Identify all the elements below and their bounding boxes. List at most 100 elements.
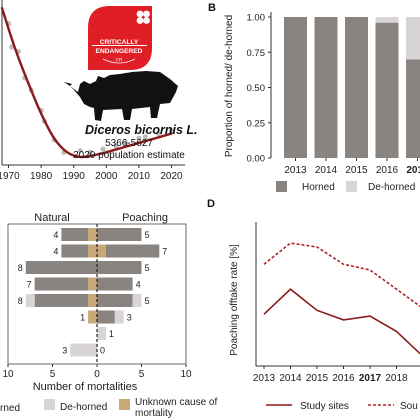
panel-c-natural-dehorned-bar xyxy=(70,343,97,357)
panel-a: 1970 1980 1990 2000 2010 2020 CRITICALLY ENDA… xyxy=(0,0,198,182)
panel-c-natural-horned-bar xyxy=(61,244,89,258)
panel-c-poaching-count: 3 xyxy=(127,313,132,323)
iucn-logo-icon xyxy=(136,10,150,24)
panel-c-natural-horned-bar xyxy=(25,261,97,274)
panel-c-poaching-count: 1 xyxy=(109,329,114,339)
panel-c-legend: rned De-horned Unknown cause of mortalit… xyxy=(0,397,220,419)
population-estimate-label: 2020 population estimate xyxy=(73,150,185,161)
panel-b-y-tick-label: 0.50 xyxy=(247,83,266,94)
legend-unknown-label-c: Unknown cause of mortality xyxy=(135,397,220,419)
legend-unknown-line-2: mortality xyxy=(135,408,173,419)
panel-b-x-tick-label: 2013 xyxy=(284,165,307,176)
badge-red-shape xyxy=(88,6,152,70)
panel-d-y-axis-title: Poaching offtake rate [%] xyxy=(229,244,240,356)
panel-c-natural-count: 8 xyxy=(18,296,23,306)
critically-endangered-badge: CRITICALLY ENDANGERED CR xyxy=(88,6,152,70)
panel-b-y-ticks: 0.00 0.25 0.50 0.75 1.00 xyxy=(247,13,271,165)
panel-c-natural-unknown-bar xyxy=(88,228,97,241)
black-rhino-silhouette-icon xyxy=(70,71,178,121)
panel-c-x-tick-label: 5 xyxy=(50,369,56,380)
legend-dehorned-swatch-c xyxy=(44,399,55,410)
panel-a-data-point xyxy=(136,135,142,141)
panel-c-poaching-dehorned-bar xyxy=(114,310,124,324)
panel-b-x-tick-label: 2016 xyxy=(376,165,399,176)
panel-c-poaching-horned-bar xyxy=(97,294,133,307)
population-range: 5366-5627 xyxy=(105,138,153,149)
panel-c-poaching-dehorned-bar xyxy=(132,294,142,307)
panel-a-x-tick-label: 1970 xyxy=(0,171,20,182)
legend-sou-label: Sou xyxy=(400,401,418,412)
badge-text-endangered: ENDANGERED xyxy=(96,48,143,55)
panel-a-data-point xyxy=(100,146,106,152)
panel-a-data-point xyxy=(77,148,83,154)
panel-a-data-point xyxy=(155,131,162,137)
panel-b-x-tick-label: 2015 xyxy=(345,165,368,176)
natural-side-label: Natural xyxy=(34,212,69,224)
panel-a-data-point xyxy=(142,134,149,140)
panel-d-x-tick-label: 2017 xyxy=(359,373,382,384)
panel-d-x-tick-label: 2013 xyxy=(253,373,276,384)
panel-b: B Proportion of horned/ de-horned 0.000.… xyxy=(208,2,420,193)
panel-c-x-tick-label: 0 xyxy=(94,369,100,380)
legend-horned-label-c: rned xyxy=(0,403,20,414)
panel-c: Natural Poaching 4 54 78 57 48 51 313 0 10 5 0 5 10… xyxy=(0,212,220,419)
panel-b-y-axis-title: Proportion of horned/ de-horned xyxy=(224,15,235,157)
badge-arc xyxy=(102,58,136,64)
legend-unknown-line-1: Unknown cause of xyxy=(135,397,217,408)
panel-c-x-ticks: 10 5 0 5 10 xyxy=(2,364,192,380)
panel-a-data-point xyxy=(87,149,93,155)
panel-c-natural-dehorned-bar xyxy=(25,294,35,307)
panel-d-x-tick-label: 2015 xyxy=(306,373,329,384)
legend-dehorned-swatch xyxy=(346,181,357,192)
panel-c-x-tick-label: 10 xyxy=(2,369,14,380)
badge-text-critically: CRITICALLY xyxy=(100,39,139,46)
panel-c-x-axis-title: Number of mortalities xyxy=(33,381,138,393)
panel-a-x-tick-label: 2020 xyxy=(160,171,183,182)
panel-d-x-tick-label: 2014 xyxy=(279,373,302,384)
panel-c-natural-horned-bar xyxy=(34,277,89,291)
panel-c-natural-unknown-bar xyxy=(88,310,97,324)
panel-a-data-point xyxy=(123,140,129,146)
species-name: Diceros bicornis L. xyxy=(85,123,198,137)
panel-c-x-tick-label: 5 xyxy=(139,369,145,380)
panel-c-natural-count: 4 xyxy=(53,247,58,257)
panel-d-x-tick-label: 2016 xyxy=(332,373,355,384)
panel-c-poaching-horned-bar xyxy=(97,310,115,324)
panel-a-data-point xyxy=(113,143,119,149)
panel-c-natural-unknown-bar xyxy=(88,277,97,291)
panel-b-y-tick-label: 0.25 xyxy=(247,118,266,129)
panel-c-poaching-count: 4 xyxy=(136,280,141,290)
panel-b-x-tick-label: 2017 xyxy=(406,165,420,176)
panel-b-bar-de-horned xyxy=(375,17,399,23)
panel-c-poaching-horned-bar xyxy=(97,228,142,241)
panel-a-x-tick-label: 2010 xyxy=(128,171,151,182)
panel-c-poaching-dehorned-bar xyxy=(97,327,106,340)
panel-c-natural-unknown-bar xyxy=(88,244,97,258)
panel-d-legend: Study sites Sou xyxy=(266,401,418,412)
panel-c-poaching-unknown-bar xyxy=(97,244,106,258)
panel-c-poaching-horned-bar xyxy=(105,244,160,258)
panel-a-data-point xyxy=(168,127,175,134)
panel-b-bar-horned xyxy=(406,59,420,158)
panel-a-trend-line xyxy=(0,6,173,159)
panel-c-poaching-count: 5 xyxy=(145,263,150,273)
panel-d-series-line xyxy=(263,288,420,355)
legend-dehorned-label: De-horned xyxy=(368,182,415,193)
legend-horned-swatch xyxy=(276,181,287,192)
panel-b-y-tick-label: 0.75 xyxy=(247,48,266,59)
panel-b-y-tick-label: 1.00 xyxy=(247,13,266,24)
badge-divider xyxy=(92,45,147,46)
panel-b-y-tick-label: 0.00 xyxy=(247,154,266,165)
panel-b-bar-horned xyxy=(375,22,399,158)
badge-text-cr: CR xyxy=(116,57,123,62)
rhino-horn-icon xyxy=(64,82,72,86)
panel-c-natural-horned-bar xyxy=(34,294,89,307)
panel-c-x-tick-label: 10 xyxy=(180,369,192,380)
panel-c-poaching-count: 5 xyxy=(145,230,150,240)
panel-d-label: D xyxy=(207,198,215,210)
panel-a-x-tick-label: 1980 xyxy=(30,171,53,182)
panel-c-natural-count: 3 xyxy=(62,346,67,356)
panel-c-poaching-count: 7 xyxy=(162,247,167,257)
panel-c-natural-count: 7 xyxy=(27,280,32,290)
